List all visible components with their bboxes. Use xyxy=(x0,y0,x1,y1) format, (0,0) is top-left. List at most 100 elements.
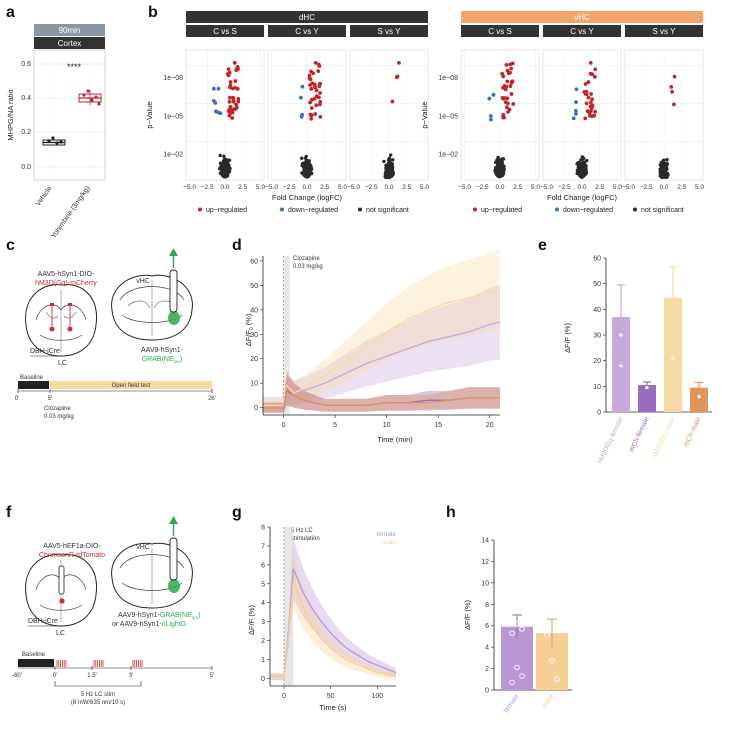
ytick: 10 xyxy=(250,381,258,388)
data-point xyxy=(544,632,550,639)
volcano-point xyxy=(658,173,663,178)
volcano-point-up xyxy=(234,68,239,72)
panel-g: 5 Hz LC stimulation female male ΔF/F (%)… xyxy=(247,525,396,713)
data-point xyxy=(509,630,515,636)
stim-line1: 5 Hz LC stim xyxy=(81,692,115,698)
ytick: 1e−05 xyxy=(163,113,183,120)
series-line xyxy=(263,386,500,409)
volcano-point xyxy=(218,161,223,165)
volcano-point-up xyxy=(313,112,318,116)
volcano-point-up xyxy=(585,109,590,114)
comparison-label: C vs Y xyxy=(570,27,594,36)
drug-label: Clozapine xyxy=(44,406,71,412)
y-axis-label: ΔF/F (%) xyxy=(563,322,572,353)
volcano-point-up xyxy=(593,67,598,72)
volcano-point-up xyxy=(236,99,241,104)
volcano-point-up xyxy=(318,91,322,95)
xtick: −5.0 xyxy=(458,184,471,191)
y-axis-label: p−Value xyxy=(420,101,429,128)
ytick: 1e−02 xyxy=(163,152,183,159)
data-point xyxy=(519,588,525,595)
panel-h: ΔF/F (%) 0 2 4 6 8 10 12 14 female male xyxy=(463,538,572,714)
xtick: 10 xyxy=(383,422,391,429)
volcano-point-up xyxy=(508,84,513,89)
volcano-point xyxy=(390,162,394,166)
volcano-point-up xyxy=(310,97,314,102)
volcano-point xyxy=(303,170,307,175)
volcano-point xyxy=(227,164,231,169)
x-label: mCh-male xyxy=(683,416,703,448)
virus2a: AAV9-hSyn1-GRAB(NE1m) xyxy=(118,612,200,620)
ytick: 6 xyxy=(261,562,265,569)
series-band xyxy=(263,250,500,414)
comparison-label: C vs Y xyxy=(295,27,319,36)
volcano-point-up xyxy=(511,102,516,106)
ytick: 8 xyxy=(485,602,489,609)
series-band xyxy=(270,552,396,680)
volcano-point-up xyxy=(509,92,514,96)
series-line xyxy=(270,579,397,678)
volcano-point xyxy=(389,174,394,179)
ytick: 8 xyxy=(261,525,265,532)
comparison-strip xyxy=(461,25,539,37)
stim-line2: (8 mW/635 nm/10 s) xyxy=(71,700,125,706)
volcano-point xyxy=(304,164,309,169)
data-point xyxy=(514,566,520,572)
xtick: 50 xyxy=(327,693,335,700)
panel-b: dHC C vs S −5.0 −2.5 0.0 2.5 5.0 C vs Y −5.0 −2.5… xyxy=(145,11,704,214)
data-point xyxy=(509,615,515,621)
legend-label: up−regulated xyxy=(206,207,247,214)
x-label: hM3DGq-female xyxy=(597,416,625,466)
volcano-point-up xyxy=(593,109,598,114)
volcano-point-up xyxy=(309,113,314,118)
panel-d: Clozapine 0.03 mg/kg ΔF/F0 (%) Time (min… xyxy=(244,250,501,444)
data-point xyxy=(554,676,560,683)
volcano-point-up xyxy=(309,106,314,110)
data-point xyxy=(94,95,98,99)
volcano-point xyxy=(662,161,666,166)
panel-e: ΔF/F (%) 0 10 20 30 40 50 60 hM3DGq-female mCh-f… xyxy=(563,253,712,466)
strip-region xyxy=(34,37,105,49)
volcano-point-down xyxy=(574,100,578,105)
series-band xyxy=(263,375,500,413)
volcano-point-up xyxy=(590,97,595,102)
data-point xyxy=(619,253,623,258)
xtick: 2.5 xyxy=(677,184,686,191)
volcano-point xyxy=(497,171,502,175)
y-axis-label: ΔF/F0 (%) xyxy=(244,313,255,346)
volcano-point-up xyxy=(227,95,232,100)
volcano-point xyxy=(299,156,304,160)
xtick: 2.5 xyxy=(238,184,247,191)
volcano-point xyxy=(387,169,391,173)
volcano-point xyxy=(309,170,313,175)
volcano-point-up xyxy=(309,69,313,74)
volcano-point-up xyxy=(586,95,591,100)
volcano-point xyxy=(499,165,503,169)
virus2-line2: GRAB(NE1m) xyxy=(142,356,183,364)
volcano-point-up xyxy=(503,96,507,100)
ytick: 30 xyxy=(593,333,601,340)
volcano-point xyxy=(306,173,310,178)
xtick: 5.0 xyxy=(531,184,540,191)
volcano-point-up xyxy=(510,79,515,84)
volcano-point xyxy=(225,168,230,172)
annotation-line1: Clozapine xyxy=(293,256,320,262)
strip-top-label: 90min xyxy=(59,26,81,35)
time-5: 5' xyxy=(48,396,52,402)
volcano-point-up xyxy=(586,80,591,84)
xtick: 2.5 xyxy=(513,184,522,191)
series-line xyxy=(263,289,501,406)
volcano-point-up xyxy=(395,74,400,79)
volcano-point-up xyxy=(669,85,674,89)
time-label: 3' xyxy=(129,673,133,679)
xtick: 100 xyxy=(371,693,383,700)
volcano-point-up xyxy=(309,86,314,91)
region-strip-label: vHC xyxy=(574,13,590,22)
volcano-point-up xyxy=(314,88,319,93)
bar xyxy=(690,387,708,412)
strip-region-label: Cortex xyxy=(58,39,82,48)
volcano-point-down xyxy=(574,111,578,116)
baseline-bar xyxy=(18,381,49,389)
legend-label: not significant xyxy=(641,207,684,214)
x-label-vehicle: Vehicle xyxy=(35,185,54,208)
